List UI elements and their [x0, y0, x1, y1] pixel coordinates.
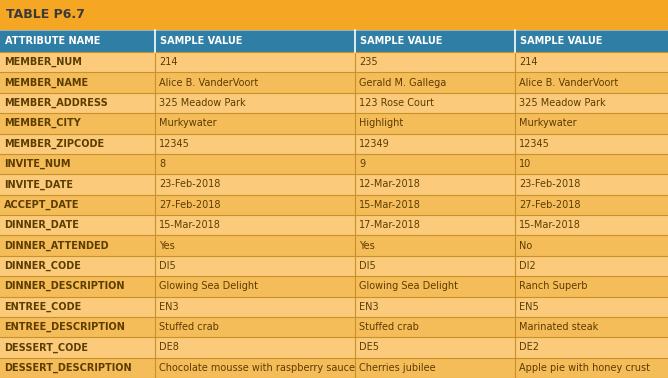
Text: ENTREE_CODE: ENTREE_CODE	[4, 302, 81, 312]
Text: Gerald M. Gallega: Gerald M. Gallega	[359, 77, 446, 88]
Text: TABLE P6.7: TABLE P6.7	[6, 8, 85, 22]
Bar	[0, 72, 668, 93]
Text: Ranch Superb: Ranch Superb	[519, 281, 587, 291]
Text: 8: 8	[159, 159, 165, 169]
Text: 23-Feb-2018: 23-Feb-2018	[519, 180, 580, 189]
Bar	[0, 154, 668, 174]
Text: Murkywater: Murkywater	[519, 118, 576, 128]
Text: DINNER_DESCRIPTION: DINNER_DESCRIPTION	[4, 281, 124, 291]
Text: 235: 235	[359, 57, 377, 67]
Text: MEMBER_ADDRESS: MEMBER_ADDRESS	[4, 98, 108, 108]
Text: Alice B. VanderVoort: Alice B. VanderVoort	[519, 77, 619, 88]
Text: 325 Meadow Park: 325 Meadow Park	[519, 98, 606, 108]
Text: Yes: Yes	[159, 240, 175, 251]
Bar	[0, 215, 668, 235]
Text: 15-Mar-2018: 15-Mar-2018	[159, 220, 221, 230]
Bar	[0, 296, 668, 317]
Text: MEMBER_NUM: MEMBER_NUM	[4, 57, 82, 67]
Text: INVITE_NUM: INVITE_NUM	[4, 159, 71, 169]
Text: 15-Mar-2018: 15-Mar-2018	[359, 200, 421, 210]
Bar	[0, 337, 668, 358]
Text: SAMPLE VALUE: SAMPLE VALUE	[360, 36, 442, 46]
Text: SAMPLE VALUE: SAMPLE VALUE	[520, 36, 603, 46]
Bar	[0, 358, 668, 378]
Text: 27-Feb-2018: 27-Feb-2018	[159, 200, 220, 210]
Bar	[0, 30, 668, 52]
Text: MEMBER_ZIPCODE: MEMBER_ZIPCODE	[4, 139, 104, 149]
Text: ENTREE_DESCRIPTION: ENTREE_DESCRIPTION	[4, 322, 125, 332]
Text: DINNER_ATTENDED: DINNER_ATTENDED	[4, 240, 109, 251]
Text: Murkywater: Murkywater	[159, 118, 216, 128]
Text: DE2: DE2	[519, 342, 539, 352]
Text: 12345: 12345	[159, 139, 190, 149]
Text: SAMPLE VALUE: SAMPLE VALUE	[160, 36, 242, 46]
Text: Yes: Yes	[359, 240, 375, 251]
Text: ACCEPT_DATE: ACCEPT_DATE	[4, 200, 79, 210]
Bar	[0, 235, 668, 256]
Text: MEMBER_NAME: MEMBER_NAME	[4, 77, 88, 88]
Text: Glowing Sea Delight: Glowing Sea Delight	[159, 281, 258, 291]
Text: 15-Mar-2018: 15-Mar-2018	[519, 220, 581, 230]
Text: Alice B. VanderVoort: Alice B. VanderVoort	[159, 77, 259, 88]
Text: DESSERT_CODE: DESSERT_CODE	[4, 342, 88, 353]
Text: DINNER_CODE: DINNER_CODE	[4, 261, 81, 271]
Bar	[0, 276, 668, 296]
Text: DI2: DI2	[519, 261, 536, 271]
Bar	[0, 317, 668, 337]
Text: Glowing Sea Delight: Glowing Sea Delight	[359, 281, 458, 291]
Text: 123 Rose Court: 123 Rose Court	[359, 98, 434, 108]
Text: 214: 214	[519, 57, 538, 67]
Bar	[0, 256, 668, 276]
Text: 12345: 12345	[519, 139, 550, 149]
Bar	[0, 174, 668, 195]
Text: Stuffed crab: Stuffed crab	[359, 322, 419, 332]
Bar	[0, 195, 668, 215]
Text: ATTRIBUTE NAME: ATTRIBUTE NAME	[5, 36, 100, 46]
Text: DESSERT_DESCRIPTION: DESSERT_DESCRIPTION	[4, 363, 132, 373]
Text: EN3: EN3	[159, 302, 178, 312]
Bar	[0, 52, 668, 72]
Text: EN3: EN3	[359, 302, 379, 312]
Text: 325 Meadow Park: 325 Meadow Park	[159, 98, 246, 108]
Text: No: No	[519, 240, 532, 251]
Text: DI5: DI5	[159, 261, 176, 271]
Text: 10: 10	[519, 159, 531, 169]
Bar	[0, 93, 668, 113]
Bar	[0, 113, 668, 133]
Text: DINNER_DATE: DINNER_DATE	[4, 220, 79, 230]
Text: Marinated steak: Marinated steak	[519, 322, 599, 332]
Text: DE5: DE5	[359, 342, 379, 352]
Text: Stuffed crab: Stuffed crab	[159, 322, 219, 332]
Text: 12349: 12349	[359, 139, 389, 149]
Text: 27-Feb-2018: 27-Feb-2018	[519, 200, 580, 210]
Text: EN5: EN5	[519, 302, 539, 312]
Text: 9: 9	[359, 159, 365, 169]
Text: Highlight: Highlight	[359, 118, 403, 128]
Text: Cherries jubilee: Cherries jubilee	[359, 363, 436, 373]
Text: Apple pie with honey crust: Apple pie with honey crust	[519, 363, 650, 373]
Text: INVITE_DATE: INVITE_DATE	[4, 179, 73, 190]
Text: DI5: DI5	[359, 261, 375, 271]
Text: 17-Mar-2018: 17-Mar-2018	[359, 220, 421, 230]
Text: 214: 214	[159, 57, 178, 67]
Text: 23-Feb-2018: 23-Feb-2018	[159, 180, 220, 189]
Text: MEMBER_CITY: MEMBER_CITY	[4, 118, 81, 129]
Text: 12-Mar-2018: 12-Mar-2018	[359, 180, 421, 189]
Text: Chocolate mousse with raspberry sauce: Chocolate mousse with raspberry sauce	[159, 363, 355, 373]
Text: DE8: DE8	[159, 342, 179, 352]
Bar	[0, 133, 668, 154]
